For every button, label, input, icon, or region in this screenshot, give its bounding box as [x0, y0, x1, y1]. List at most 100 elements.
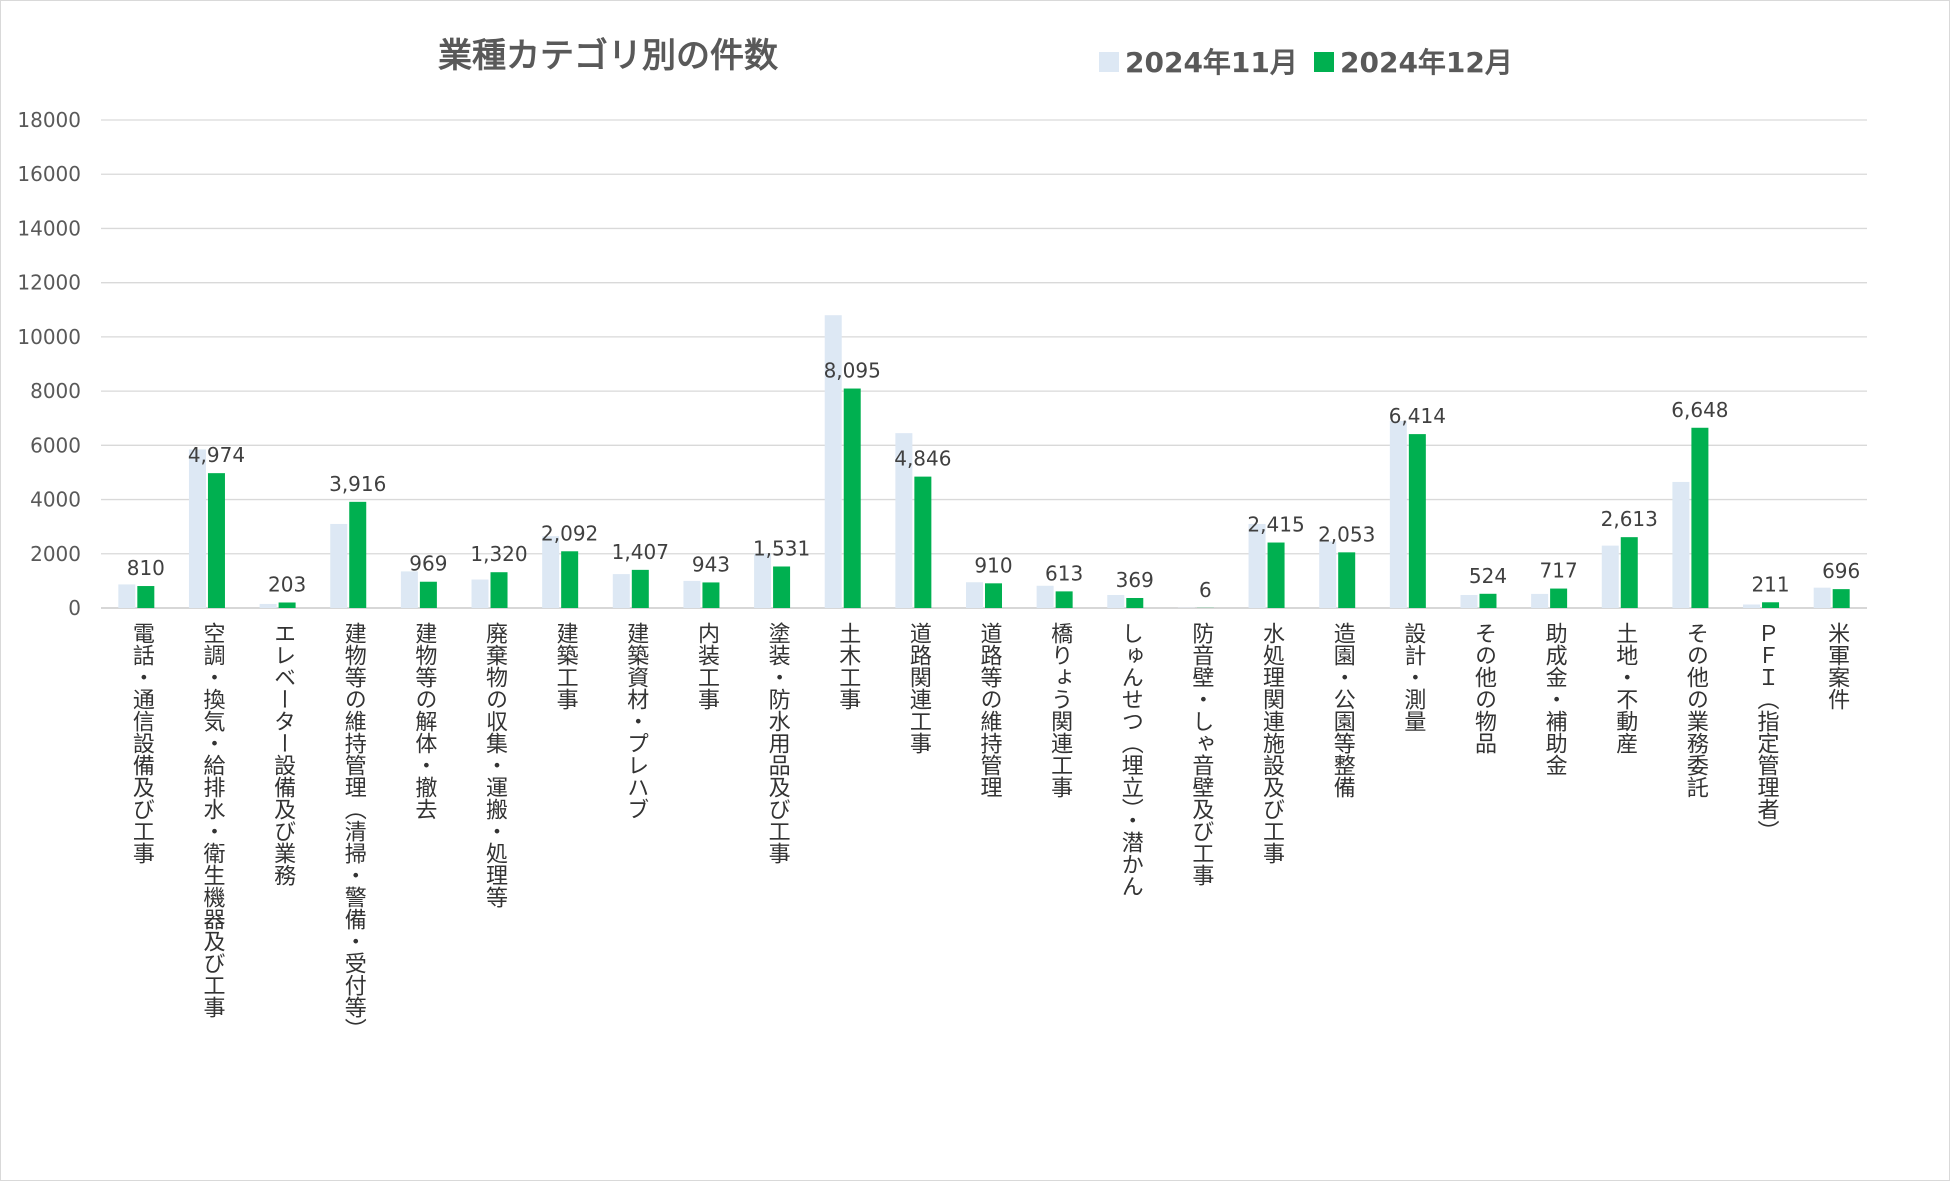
- bar-2024-12: [1832, 589, 1850, 608]
- x-tick-label: 米軍案件: [1824, 622, 1850, 710]
- data-label-2024-12: 2,092: [541, 521, 598, 545]
- data-label-2024-12: 2,053: [1318, 522, 1375, 546]
- bar-2024-11: [1389, 420, 1407, 608]
- bar-2024-12: [1550, 588, 1568, 608]
- x-tick-label: 建物等の解体・撤去: [411, 622, 437, 820]
- x-tick-label: ＰＦＩ（指定管理者）: [1754, 622, 1780, 842]
- data-label-2024-12: 4,846: [894, 447, 951, 471]
- x-tick-label: 空調・換気・給排水・衛生機器及び工事: [199, 622, 225, 1018]
- bar-2024-12: [1126, 597, 1144, 608]
- data-label-2024-12: 969: [409, 552, 447, 576]
- data-label-2024-12: 203: [268, 572, 306, 596]
- legend-swatch-dec: [1314, 52, 1334, 72]
- bar-2024-11: [1743, 604, 1761, 608]
- bar-2024-12: [419, 581, 437, 608]
- bar-2024-12: [490, 572, 508, 608]
- y-tick-label: 4000: [30, 488, 81, 512]
- bar-2024-12: [137, 586, 155, 608]
- bar-2024-11: [1107, 594, 1125, 608]
- y-tick-label: 12000: [17, 271, 81, 295]
- bar-2024-11: [1319, 541, 1337, 608]
- bar-2024-11: [1531, 593, 1549, 608]
- data-label-2024-12: 211: [1751, 572, 1789, 596]
- bar-2024-12: [631, 569, 649, 608]
- x-tick-label: 建築工事: [553, 622, 579, 710]
- data-label-2024-12: 717: [1540, 559, 1578, 583]
- data-label-2024-12: 810: [127, 556, 165, 580]
- x-tick-label: 建築資材・プレハブ: [623, 622, 649, 820]
- bar-2024-12: [773, 566, 791, 608]
- data-label-2024-12: 6,414: [1389, 404, 1446, 428]
- bar-2024-12: [1479, 593, 1497, 608]
- bar-2024-11: [259, 603, 277, 608]
- bar-2024-12: [1408, 434, 1426, 608]
- y-axis-ticks: 0 2000 4000 6000 8000 10000 12000 14000 16000 180…: [17, 108, 81, 620]
- data-label-2024-12: 1,531: [753, 536, 810, 560]
- y-tick-label: 18000: [17, 108, 81, 132]
- x-tick-label: その他の業務委託: [1683, 622, 1709, 798]
- bar-2024-12: [985, 583, 1002, 608]
- legend: 2024年11月 2024年12月: [1099, 46, 1513, 79]
- y-tick-label: 14000: [17, 216, 81, 240]
- bar-2024-11: [824, 315, 842, 608]
- bar-2024-12: [914, 476, 932, 608]
- data-label-2024-12: 8,095: [824, 359, 881, 383]
- bar-2024-11: [612, 574, 630, 608]
- bar-2024-11: [1601, 545, 1619, 608]
- bars: [118, 315, 1850, 608]
- bar-2024-11: [118, 584, 136, 608]
- data-label-2024-12: 1,407: [612, 540, 669, 564]
- y-tick-label: 10000: [17, 325, 81, 349]
- chart-title: 業種カテゴリ別の件数: [438, 36, 778, 76]
- bar-2024-11: [542, 536, 560, 608]
- x-tick-label: その他の物品: [1471, 622, 1497, 754]
- data-label-2024-12: 910: [974, 553, 1012, 577]
- y-tick-label: 8000: [30, 379, 81, 403]
- x-tick-label: 水処理関連施設及び工事: [1259, 622, 1285, 864]
- legend-label-dec: 2024年12月: [1340, 46, 1513, 79]
- x-tick-label: 橋りょう関連工事: [1047, 622, 1073, 798]
- bar-2024-12: [702, 582, 720, 608]
- bar-2024-11: [1036, 585, 1054, 608]
- data-label-2024-12: 696: [1822, 559, 1860, 583]
- legend-label-nov: 2024年11月: [1125, 46, 1298, 79]
- bar-2024-12: [1267, 542, 1285, 608]
- data-label-2024-12: 524: [1469, 564, 1507, 588]
- data-label-2024-12: 2,613: [1601, 507, 1658, 531]
- data-label-2024-12: 369: [1116, 568, 1154, 592]
- data-label-2024-12: 1,320: [470, 542, 527, 566]
- data-label-2024-12: 613: [1045, 561, 1083, 585]
- data-labels: 810 4,974 203 3,916 969 1,320 2,092 1,407 943 1,5…: [127, 359, 1861, 602]
- data-label-2024-12: 2,415: [1247, 513, 1304, 537]
- bar-2024-11: [330, 523, 348, 608]
- data-label-2024-12: 6,648: [1671, 398, 1728, 422]
- bar-2024-11: [966, 582, 983, 608]
- bar-2024-12: [1620, 537, 1638, 608]
- x-tick-label: 電話・通信設備及び工事: [129, 622, 155, 864]
- x-tick-label: 設計・測量: [1400, 622, 1426, 732]
- x-tick-label: 土木工事: [835, 622, 861, 710]
- bar-2024-12: [843, 388, 861, 608]
- bar-2024-12: [561, 551, 579, 608]
- y-tick-label: 16000: [17, 162, 81, 186]
- y-tick-label: 6000: [30, 433, 81, 457]
- bar-2024-11: [683, 580, 701, 608]
- data-label-2024-12: 3,916: [329, 472, 386, 496]
- bar-2024-11: [754, 553, 772, 608]
- bar-2024-11: [895, 433, 913, 608]
- x-tick-label: 道路関連工事: [906, 622, 932, 754]
- x-axis-ticks: 電話・通信設備及び工事 空調・換気・給排水・衛生機器及び工事 エレベーター設備及び業…: [129, 622, 1850, 1040]
- bar-2024-12: [207, 473, 225, 608]
- bar-2024-11: [400, 571, 418, 608]
- bar-2024-12: [278, 602, 296, 608]
- x-tick-label: 道路等の維持管理: [977, 622, 1003, 798]
- bar-2024-12: [1338, 552, 1356, 608]
- x-tick-label: しゅんせつ（埋立）・潜かん: [1118, 622, 1144, 897]
- data-label-2024-12: 6: [1199, 578, 1212, 602]
- gridlines: [101, 119, 1867, 609]
- bar-2024-11: [1672, 481, 1690, 608]
- bar-2024-11: [471, 579, 489, 608]
- legend-swatch-nov: [1099, 52, 1119, 72]
